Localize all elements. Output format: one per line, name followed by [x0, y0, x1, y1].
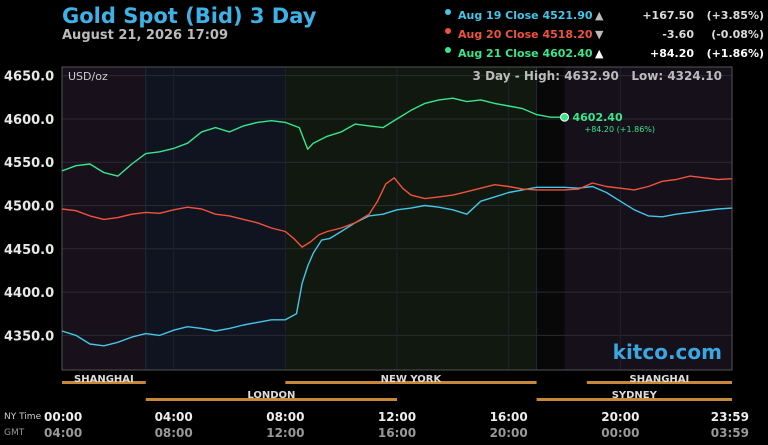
chart-timestamp: August 21, 2026 17:09: [62, 28, 228, 43]
session-bar: [285, 381, 537, 384]
last-change-label: +84.20 (+1.86%): [585, 125, 656, 134]
legend-percent: (+3.85%): [706, 9, 764, 22]
y-tick-label: 4350.0: [4, 329, 54, 344]
gmt-time-tick: 20:00: [490, 426, 528, 440]
ny-time-tick: 16:00: [490, 410, 528, 424]
series-dot-icon: [445, 47, 451, 53]
gmt-time-tick: 08:00: [155, 426, 193, 440]
plot-border: [61, 66, 733, 371]
legend-close-value: 4602.40: [542, 47, 593, 60]
session-label: LONDON: [247, 390, 295, 401]
gmt-time-tick: 04:00: [44, 426, 82, 440]
y-tick-label: 4450.0: [4, 243, 54, 258]
session-band: [145, 67, 286, 370]
gmt-time-tick: 00:00: [601, 426, 639, 440]
legend-label: Aug 19 Close 4521.90: [458, 9, 593, 22]
series-line-aug-20: [61, 175, 733, 248]
ny-time-tick: 12:00: [378, 410, 416, 424]
y-tick-label: 4550.0: [4, 156, 54, 171]
legend-change: +167.50: [642, 9, 694, 22]
up-arrow-icon: ▲: [595, 9, 604, 22]
legend-percent: (-0.08%): [711, 28, 764, 41]
ny-time-tick: 23:59: [711, 410, 749, 424]
unit-label: USD/oz: [68, 70, 108, 83]
y-tick-label: 4650.0: [4, 70, 54, 85]
session-bar: [536, 398, 732, 401]
legend-row-aug21: Aug 21 Close 4602.40 ▲ +84.20 (+1.86%): [442, 47, 764, 66]
session-bar: [586, 381, 732, 384]
session-label: SHANGHAI: [630, 374, 690, 385]
legend-close-label: Aug 21 Close: [458, 47, 539, 60]
legend-row-aug20: Aug 20 Close 4518.20 ▼ -3.60 (-0.08%): [442, 28, 764, 47]
last-price-marker: [560, 112, 569, 122]
series-dot-icon: [445, 9, 451, 15]
down-arrow-icon: ▼: [595, 28, 604, 41]
legend-close-value: 4518.20: [542, 28, 593, 41]
session-bar: [62, 381, 146, 384]
legend-label: Aug 21 Close 4602.40: [458, 47, 593, 60]
legend-close-label: Aug 19 Close: [458, 9, 539, 22]
session-label: SHANGHAI: [74, 374, 134, 385]
legend-close-label: Aug 20 Close: [458, 28, 539, 41]
ny-time-tick: 04:00: [155, 410, 193, 424]
legend-change: +84.20: [649, 47, 694, 60]
ny-time-label: NY Time: [4, 412, 42, 422]
session-band: [62, 67, 146, 370]
legend: Aug 19 Close 4521.90 ▲ +167.50 (+3.85%) …: [442, 9, 764, 66]
legend-label: Aug 20 Close 4518.20: [458, 28, 593, 41]
high-low-summary: 3 Day - High: 4632.90 Low: 4324.10: [473, 69, 722, 83]
gmt-time-tick: 03:59: [711, 426, 749, 440]
series-line-aug-19: [61, 185, 733, 347]
watermark: kitco.com: [613, 340, 722, 364]
legend-change: -3.60: [662, 28, 694, 41]
y-tick-label: 4600.0: [4, 113, 54, 128]
gmt-time-tick: 12:00: [266, 426, 304, 440]
up-arrow-icon: ▲: [595, 47, 604, 60]
ny-time-tick: 00:00: [44, 410, 82, 424]
y-tick-label: 4400.0: [4, 286, 54, 301]
chart-title: Gold Spot (Bid) 3 Day: [62, 4, 317, 28]
session-label: NEW YORK: [381, 374, 443, 385]
legend-close-value: 4521.90: [542, 9, 593, 22]
last-price-label: 4602.40: [573, 111, 623, 124]
session-bar: [145, 398, 397, 401]
gmt-label: GMT: [4, 428, 25, 438]
y-tick-label: 4500.0: [4, 200, 54, 215]
ny-time-tick: 20:00: [601, 410, 639, 424]
session-label: SYDNEY: [612, 390, 658, 401]
gmt-time-tick: 16:00: [378, 426, 416, 440]
legend-row-aug19: Aug 19 Close 4521.90 ▲ +167.50 (+3.85%): [442, 9, 764, 28]
legend-percent: (+1.86%): [706, 47, 764, 60]
session-band: [564, 67, 732, 370]
series-line-aug-21: [61, 97, 565, 177]
series-dot-icon: [445, 28, 451, 34]
session-band: [536, 67, 565, 370]
session-band: [285, 67, 537, 370]
ny-time-tick: 08:00: [266, 410, 304, 424]
